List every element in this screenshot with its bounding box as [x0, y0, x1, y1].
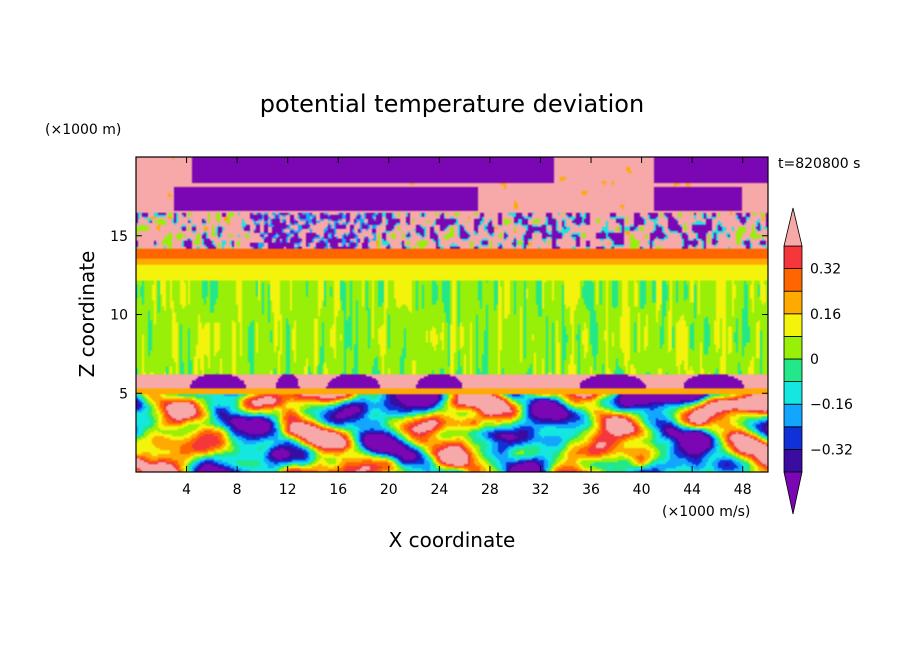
x-tick-label: 4 [182, 482, 191, 498]
x-unit-label: (×1000 m/s) [662, 504, 750, 520]
colorbar-swatch [783, 290, 803, 315]
y-axis-label: Z coordinate [75, 251, 99, 378]
x-tick-label: 44 [683, 482, 701, 498]
colorbar-tick-label: −0.16 [810, 397, 853, 413]
time-label: t=820800 s [778, 156, 860, 172]
x-tick-label: 32 [532, 482, 550, 498]
colorbar-swatch [783, 245, 803, 270]
x-tick-label: 40 [633, 482, 651, 498]
contour-field [136, 157, 768, 472]
contour-field-image [136, 157, 768, 472]
colorbar-tick-label: 0.16 [810, 307, 841, 323]
x-tick-label: 12 [279, 482, 297, 498]
colorbar-swatch [783, 448, 803, 473]
colorbar: 0.32 0.16 0 −0.16 −0.32 [783, 207, 853, 515]
x-axis-label: X coordinate [389, 528, 516, 552]
colorbar-extend-min [783, 471, 803, 515]
x-tick-label: 20 [380, 482, 398, 498]
x-tick-label: 48 [734, 482, 752, 498]
x-axis: 4 8 12 16 20 24 28 32 36 40 44 48 [182, 157, 752, 498]
colorbar-swatch [783, 426, 803, 450]
colorbar-swatch [783, 381, 803, 405]
y-unit-label: (×1000 m) [45, 122, 121, 138]
colorbar-swatch [783, 403, 803, 428]
y-tick-label: 15 [110, 229, 128, 245]
x-tick-label: 36 [582, 482, 600, 498]
x-tick-label: 28 [481, 482, 499, 498]
y-tick-label: 5 [119, 386, 128, 402]
colorbar-swatch [783, 268, 803, 292]
x-tick-label: 24 [430, 482, 448, 498]
colorbar-extend-max [783, 207, 803, 247]
colorbar-swatch [783, 335, 803, 360]
y-tick-label: 10 [110, 308, 128, 324]
colorbar-tick-label: 0.32 [810, 262, 841, 278]
y-axis: 5 10 15 [110, 229, 768, 402]
colorbar-tick-label: 0 [810, 352, 819, 368]
chart-title: potential temperature deviation [260, 90, 644, 118]
colorbar-swatch [783, 313, 803, 337]
x-tick-label: 16 [329, 482, 347, 498]
colorbar-tick-label: −0.32 [810, 442, 853, 458]
colorbar-swatch [783, 358, 803, 383]
x-tick-label: 8 [233, 482, 242, 498]
